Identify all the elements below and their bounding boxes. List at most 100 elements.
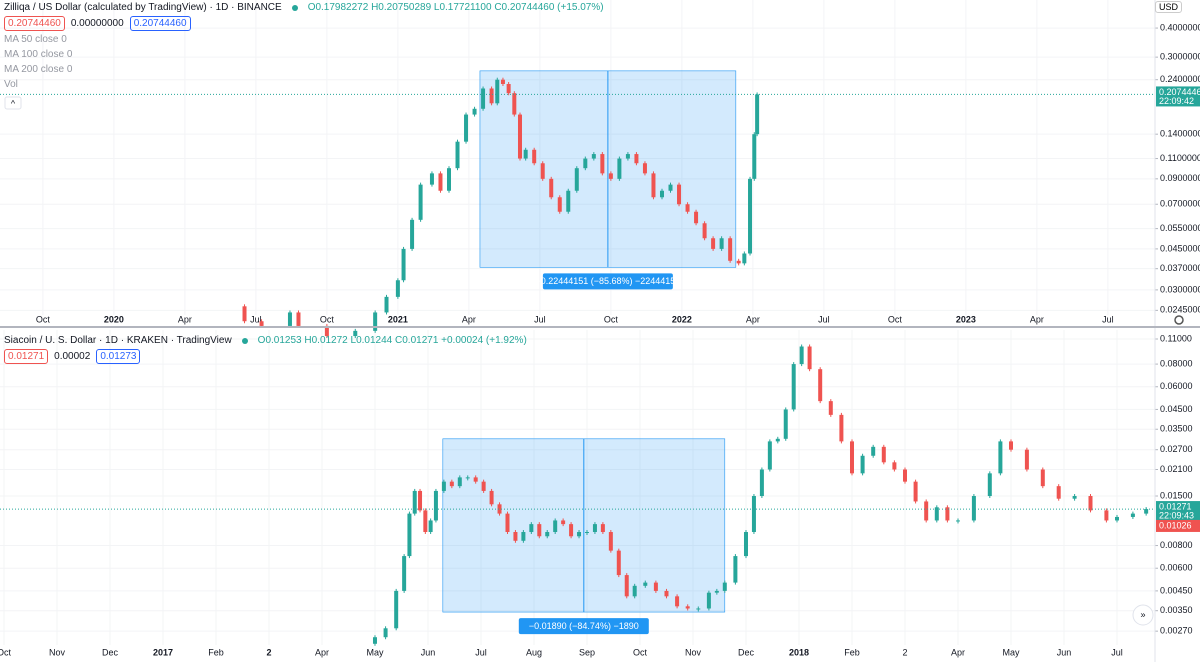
candle xyxy=(799,346,804,365)
candle xyxy=(591,154,596,159)
x-tick-label: Oct xyxy=(320,314,335,324)
status-dot xyxy=(241,337,248,344)
indicator[interactable]: MA 200 close 0 xyxy=(4,64,73,75)
candle xyxy=(860,455,865,474)
candle xyxy=(506,83,511,94)
y-tick-label: 0.06000 xyxy=(1160,381,1193,391)
candle xyxy=(449,481,454,487)
candle xyxy=(259,321,264,326)
candle xyxy=(987,473,992,497)
candle xyxy=(457,477,462,487)
candle xyxy=(553,520,558,533)
symbol-title: Zilliqa / US Dollar (calculated by Tradi… xyxy=(4,2,282,13)
svg-text:^: ^ xyxy=(11,98,16,108)
candle xyxy=(428,520,433,533)
x-tick-label: 2 xyxy=(266,647,271,657)
x-tick-label: Jul xyxy=(534,314,546,324)
indicator[interactable]: MA 100 close 0 xyxy=(4,49,73,60)
candle xyxy=(722,582,727,591)
candle xyxy=(719,238,724,249)
candle xyxy=(783,409,788,439)
price-time: 22:09:43 xyxy=(1159,510,1194,520)
candle xyxy=(1144,509,1149,514)
y-tick-label: 0.02100 xyxy=(1160,464,1193,474)
indicator[interactable]: MA 50 close 0 xyxy=(4,34,67,45)
x-tick-label: Apr xyxy=(1030,314,1044,324)
candle xyxy=(561,520,566,525)
settings-icon[interactable] xyxy=(1174,315,1184,325)
x-tick-label: Aug xyxy=(526,647,542,657)
candle xyxy=(529,524,534,533)
candle xyxy=(913,481,918,502)
candle xyxy=(481,88,486,109)
x-tick-label: Oct xyxy=(633,647,648,657)
x-tick-label: Oct xyxy=(888,314,903,324)
candle xyxy=(685,606,690,609)
candle xyxy=(694,211,699,224)
x-tick-label: 2021 xyxy=(388,314,408,324)
candle xyxy=(505,513,510,533)
y-tick-label: 0.00800 xyxy=(1160,540,1193,550)
candle xyxy=(296,312,301,326)
y-tick-label: 0.40000000 xyxy=(1160,22,1200,32)
candle xyxy=(871,446,876,456)
x-tick-label: Jul xyxy=(1111,647,1123,657)
candle xyxy=(775,438,780,442)
y-tick-label: 0.04500 xyxy=(1160,404,1193,414)
sell-button[interactable]: 0.20744460 xyxy=(4,16,65,31)
candle xyxy=(557,197,562,212)
candle xyxy=(532,149,537,164)
x-tick-label: Dec xyxy=(102,647,119,657)
candle xyxy=(373,312,378,331)
candle xyxy=(497,504,502,514)
currency-dropdown[interactable]: USD xyxy=(1154,1,1182,13)
candle xyxy=(372,637,377,644)
candle xyxy=(1008,441,1013,450)
candle xyxy=(537,524,542,537)
candle xyxy=(566,190,571,212)
indicator[interactable]: Vol xyxy=(4,79,18,90)
collapse-button[interactable]: ^ xyxy=(4,96,22,110)
y-tick-label: 0.00450 xyxy=(1160,585,1193,595)
candle xyxy=(706,592,711,609)
marker-price-label: 0.01026 xyxy=(1159,520,1192,530)
candle xyxy=(577,532,582,537)
y-tick-label: 0.03700000 xyxy=(1160,263,1200,273)
buy-button[interactable]: 0.01273 xyxy=(96,349,141,364)
candle xyxy=(668,184,673,191)
candle xyxy=(423,510,428,533)
y-tick-label: 0.07000000 xyxy=(1160,199,1200,209)
candle xyxy=(892,462,897,470)
candle xyxy=(412,490,417,514)
candle xyxy=(1024,449,1029,470)
candle xyxy=(438,173,443,191)
candle xyxy=(473,477,478,482)
sell-button[interactable]: 0.01271 xyxy=(4,349,49,364)
x-tick-label: Oct xyxy=(36,314,51,324)
buy-button[interactable]: 0.20744460 xyxy=(129,16,191,31)
candle xyxy=(934,507,939,521)
x-tick-label: Nov xyxy=(685,647,702,657)
scroll-button[interactable]: » xyxy=(1132,604,1154,626)
candle xyxy=(924,501,929,521)
x-tick-label: 2 xyxy=(902,647,907,657)
candle xyxy=(523,149,528,159)
candle xyxy=(455,141,460,169)
candle xyxy=(1072,496,1077,499)
candle xyxy=(500,79,505,84)
candle xyxy=(634,154,639,164)
price-label-box xyxy=(1156,501,1200,522)
candle xyxy=(1130,513,1135,517)
x-tick-label: 2018 xyxy=(789,647,809,657)
y-tick-label: 0.14000000 xyxy=(1160,129,1200,139)
candle xyxy=(625,154,630,159)
candle xyxy=(751,496,756,533)
candle xyxy=(945,507,950,521)
candle xyxy=(743,532,748,557)
x-tick-label: 2017 xyxy=(153,647,173,657)
candle xyxy=(512,93,517,115)
candle xyxy=(574,168,579,191)
x-tick-label: Apr xyxy=(462,314,476,324)
measure-label: −0.22444151 (−85.68%) −22444151 xyxy=(535,276,680,286)
candle xyxy=(418,184,423,220)
